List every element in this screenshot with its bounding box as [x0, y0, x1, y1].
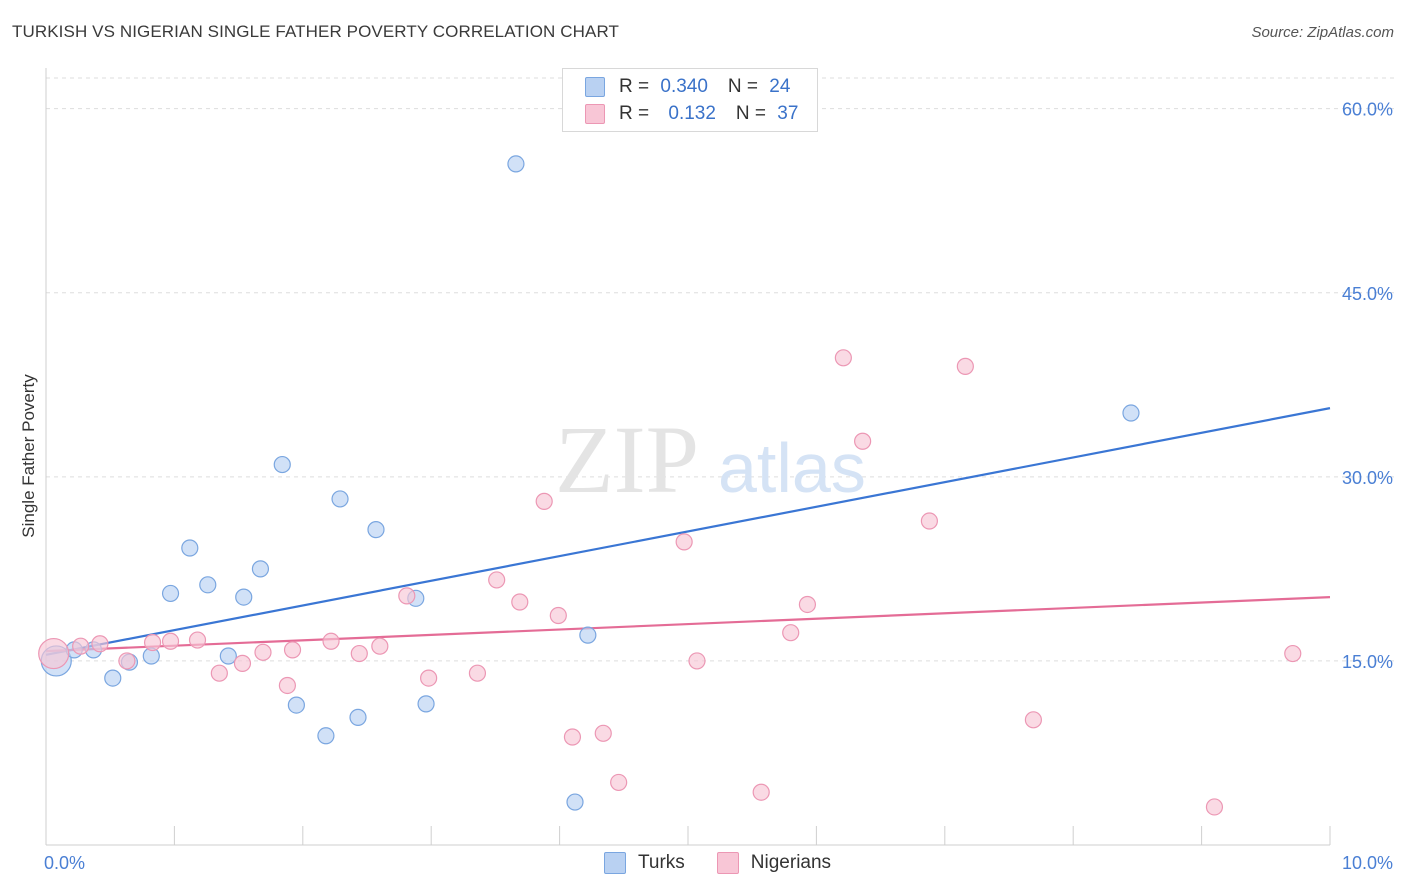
x-tick-label: 10.0% — [1342, 853, 1393, 873]
nigerians-point — [118, 652, 136, 670]
nigerians-point — [956, 357, 974, 375]
nigerians-trend-line — [45, 596, 1331, 653]
points-layer — [38, 155, 1302, 816]
nigerians-n-label: N = — [735, 103, 772, 124]
nigerians-point — [488, 571, 506, 589]
turks-point — [273, 455, 291, 474]
nigerians-point — [398, 587, 416, 605]
turks-point — [161, 584, 180, 603]
nigerians-point — [594, 724, 612, 742]
turks-r-value: 0.340 — [660, 76, 708, 97]
nigerians-point — [350, 644, 368, 663]
nigerians-point — [752, 783, 770, 801]
x-tick-label: 0.0% — [44, 853, 85, 873]
nigerians-n-value: 37 — [777, 103, 799, 124]
nigerians-r-value: 0.132 — [668, 103, 716, 124]
y-tick-label: 30.0% — [1342, 468, 1393, 488]
nigerians-point — [322, 632, 340, 650]
nigerians-point — [233, 654, 252, 672]
turks-n-value: 24 — [769, 76, 791, 97]
bottom-nigerians-label: Nigerians — [750, 852, 832, 873]
turks-point — [367, 521, 385, 539]
nigerians-point — [143, 633, 162, 652]
y-tick-label: 15.0% — [1342, 652, 1393, 672]
turks-point — [566, 793, 584, 811]
watermark-zip: ZIP — [555, 406, 699, 513]
turks-point — [317, 727, 335, 745]
turks-point — [199, 576, 217, 594]
nigerians-point — [798, 595, 817, 614]
turks-point — [331, 490, 349, 508]
nigerians-point — [1205, 798, 1224, 816]
nigerians-point — [161, 632, 180, 650]
nigerians-point — [782, 624, 800, 642]
turks-n-label: N = — [727, 76, 764, 97]
nigerians-point — [254, 643, 272, 661]
nigerians-point — [468, 664, 487, 682]
turks-point — [235, 588, 253, 606]
nigerians-point — [283, 641, 302, 659]
y-tick-label: 45.0% — [1342, 284, 1393, 304]
nigerians-point — [563, 728, 582, 746]
watermark-atlas: atlas — [718, 429, 866, 507]
turks-r-label: R = — [619, 76, 655, 97]
bottom-nigerians-swatch — [716, 852, 739, 874]
nigerians-point — [834, 349, 852, 367]
y-axis-label: Single Father Poverty — [19, 374, 38, 538]
chart-title: TURKISH VS NIGERIAN SINGLE FATHER POVERT… — [12, 22, 619, 41]
legend-row-turks: R = 0.340 N = 24 — [585, 76, 790, 98]
nigerians-point — [920, 512, 938, 530]
turks-point — [417, 695, 435, 713]
nigerians-point — [72, 637, 90, 655]
legend: R = 0.340 N = 24 R = 0.132 N = 37 — [562, 68, 818, 132]
turks-point — [181, 539, 199, 557]
nigerians-point — [188, 631, 207, 649]
turks-point — [507, 155, 525, 173]
trend-layer — [45, 407, 1331, 656]
nigerians-point — [91, 635, 109, 653]
bottom-turks-swatch — [604, 852, 626, 874]
nigerians-swatch — [585, 104, 605, 124]
nigerians-point — [1024, 711, 1042, 729]
nigerians-point — [420, 669, 438, 687]
turks-point — [104, 669, 122, 687]
nigerians-point — [549, 606, 567, 625]
turks-point — [1122, 404, 1140, 422]
bottom-legend: Turks Nigerians — [604, 852, 831, 874]
axes-layer: 15.0% 30.0% 45.0% 60.0% 0.0% 10.0% — [44, 68, 1393, 873]
nigerians-point — [1284, 644, 1302, 663]
bottom-turks-label: Turks — [638, 852, 685, 873]
turks-swatch — [585, 77, 605, 97]
turks-point — [287, 696, 305, 714]
nigerians-point — [688, 652, 706, 670]
turks-point — [219, 647, 237, 665]
nigerians-r-label: R = — [619, 103, 655, 124]
watermark: ZIP atlas — [555, 406, 866, 513]
turks-point — [349, 708, 367, 726]
nigerians-point — [278, 676, 296, 695]
nigerians-point — [675, 533, 693, 551]
nigerians-point — [511, 593, 529, 611]
nigerians-point — [535, 492, 553, 510]
nigerians-point — [854, 432, 872, 450]
nigerians-point — [38, 637, 70, 670]
nigerians-point — [371, 637, 389, 655]
nigerians-point — [210, 664, 228, 682]
legend-row-nigerians: R = 0.132 N = 37 — [585, 103, 798, 125]
turks-point — [251, 560, 270, 578]
nigerians-point — [610, 773, 628, 792]
grid-layer — [46, 77, 1394, 662]
y-tick-label: 60.0% — [1342, 100, 1393, 120]
turks-trend-line — [45, 407, 1331, 656]
source-label: Source: ZipAtlas.com — [1251, 24, 1394, 41]
turks-point — [579, 626, 597, 644]
